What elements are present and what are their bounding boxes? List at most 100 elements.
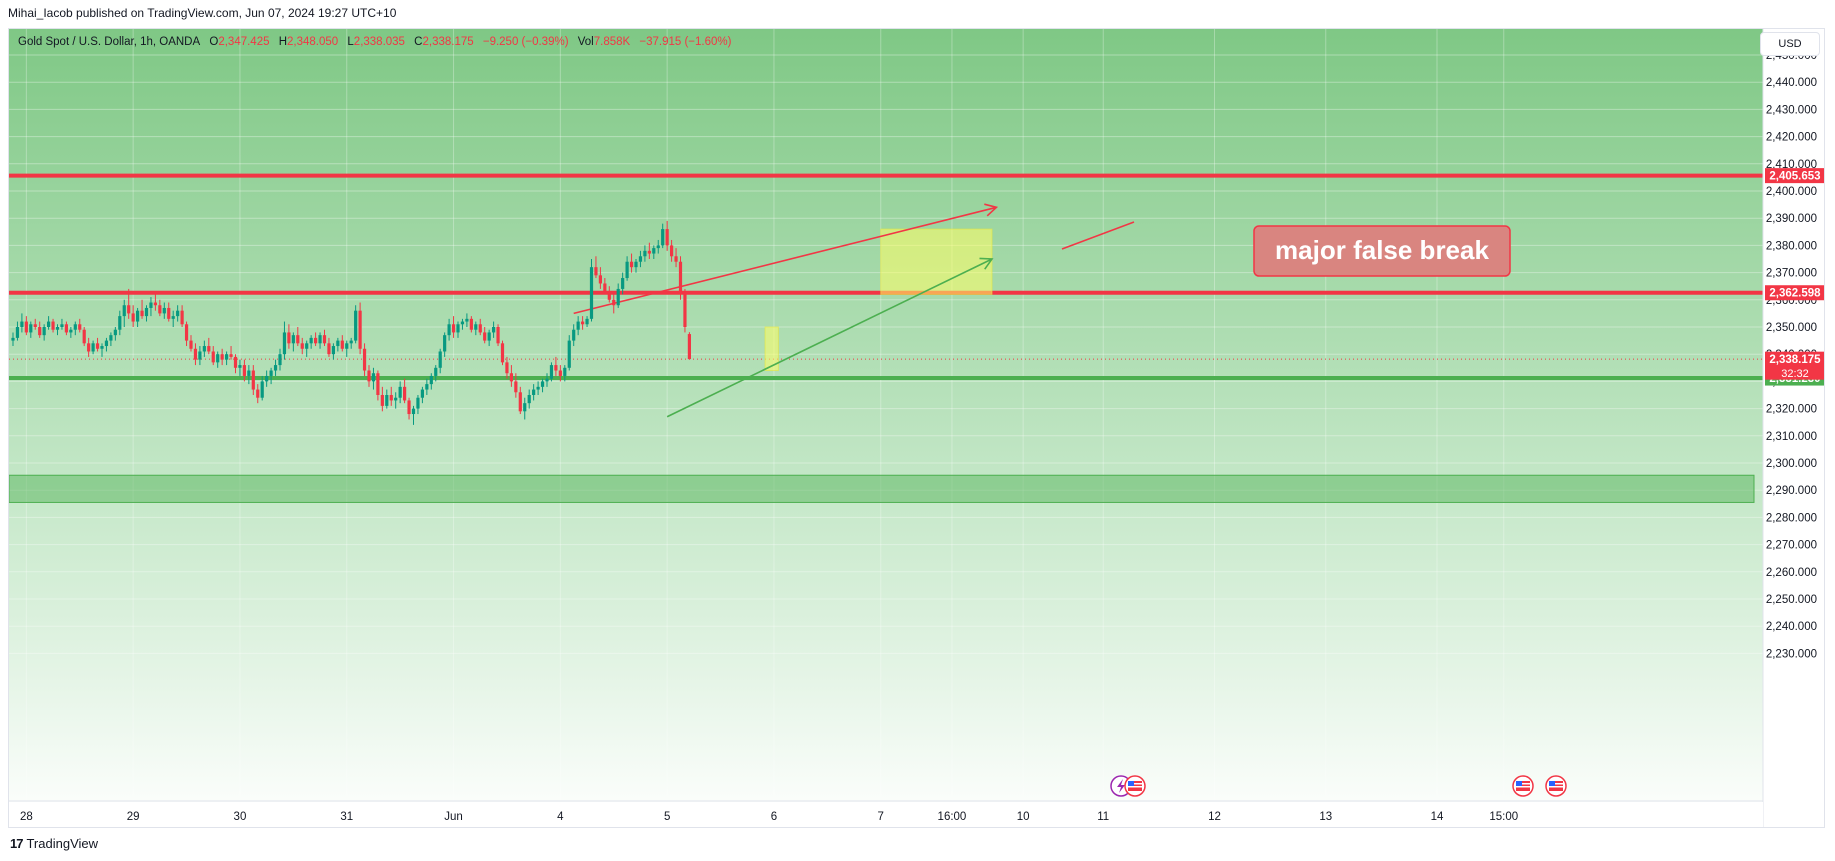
candle-body xyxy=(225,354,229,360)
candle-body xyxy=(95,343,100,349)
candle-body xyxy=(282,332,287,355)
time-tick-label: Jun xyxy=(444,811,463,823)
time-tick-label: 11 xyxy=(1097,811,1109,823)
candle-body xyxy=(429,375,433,385)
candle-body xyxy=(176,310,180,317)
candle-body xyxy=(563,367,567,376)
candle-body xyxy=(572,329,576,341)
low-label: L xyxy=(347,36,354,48)
candle-body xyxy=(403,386,407,401)
last-price-tag: 2,338.175 xyxy=(1769,354,1821,366)
candle-body xyxy=(371,373,376,382)
price-tick-label: 2,250.000 xyxy=(1766,594,1817,606)
volume-value: 7.858K xyxy=(593,36,631,48)
price-tick-label: 2,430.000 xyxy=(1766,104,1817,116)
candle-body xyxy=(629,261,634,268)
candle-body xyxy=(273,365,278,371)
candle-body xyxy=(233,356,238,368)
close-label: C xyxy=(414,36,423,48)
candle-body xyxy=(336,340,340,347)
candle-body xyxy=(670,245,674,257)
time-tick-label: 5 xyxy=(664,811,670,823)
candle-body xyxy=(38,327,42,336)
candle-body xyxy=(216,354,220,363)
breakout-box xyxy=(880,228,993,295)
candle-body xyxy=(180,310,184,325)
time-tick-label: 29 xyxy=(127,811,140,823)
currency-button[interactable]: USD xyxy=(1760,32,1820,56)
callout-box xyxy=(1253,225,1511,277)
price-tick-label: 2,350.000 xyxy=(1766,322,1817,334)
candle-body xyxy=(518,392,522,412)
time-tick-label: 13 xyxy=(1319,811,1332,823)
candle-body xyxy=(576,321,580,330)
candle-body xyxy=(162,307,166,314)
time-tick-label: 7 xyxy=(878,811,884,823)
candle-body xyxy=(171,316,175,319)
us-flag-event-icon[interactable] xyxy=(1545,775,1567,797)
candle-body xyxy=(238,365,242,368)
candle-body xyxy=(407,400,411,415)
candle-body xyxy=(327,343,331,355)
us-flag-event-icon[interactable] xyxy=(1512,775,1534,797)
candle-body xyxy=(589,267,594,319)
symbol-legend: Gold Spot / U.S. Dollar, 1h, OANDA O2,34… xyxy=(18,36,731,48)
candle-body xyxy=(362,348,367,371)
price-tick-label: 2,270.000 xyxy=(1766,540,1817,552)
tradingview-logo-icon: 17 xyxy=(10,836,24,851)
candle-body xyxy=(78,324,82,330)
us-flag-event-icon[interactable] xyxy=(1124,775,1146,797)
candle-body xyxy=(256,389,260,398)
candle-body xyxy=(109,335,113,341)
resistance-price-tag: 2,405.653 xyxy=(1769,171,1820,183)
candle-body xyxy=(300,343,304,349)
change-value: −9.250 (−0.39%) xyxy=(482,36,569,48)
candle-body xyxy=(527,395,531,404)
candle-body xyxy=(447,324,451,336)
price-axis[interactable] xyxy=(1764,29,1825,828)
candle-body xyxy=(358,310,362,349)
candle-body xyxy=(287,332,291,344)
economic-events[interactable] xyxy=(1110,775,1567,797)
candle-body xyxy=(305,343,309,349)
time-tick-label: 4 xyxy=(557,811,564,823)
candle-body xyxy=(532,389,536,395)
candle-body xyxy=(585,318,589,325)
candle-body xyxy=(540,381,545,387)
candle-body xyxy=(558,370,562,376)
candle-body xyxy=(20,321,24,327)
candle-body xyxy=(69,329,73,333)
candle-body xyxy=(349,340,353,344)
volume-label: Vol xyxy=(577,36,594,48)
volume-change: −37.915 (−1.60%) xyxy=(639,36,732,48)
time-tick-label: 28 xyxy=(20,811,33,823)
candle-body xyxy=(331,346,335,355)
annotation: major false break xyxy=(1061,221,1511,277)
candlestick-chart[interactable]: major false break xyxy=(9,29,1825,828)
candle-body xyxy=(340,340,344,349)
candle-body xyxy=(638,256,643,262)
candle-body xyxy=(198,351,202,360)
time-axis[interactable] xyxy=(9,802,1763,828)
price-tick-label: 2,370.000 xyxy=(1766,268,1817,280)
candle-body xyxy=(314,337,318,344)
candle-body xyxy=(687,334,691,360)
candle-body xyxy=(376,373,380,395)
candle-body xyxy=(73,324,77,330)
chart-area[interactable]: major false break xyxy=(8,28,1825,828)
candle-body xyxy=(127,305,131,314)
candle-body xyxy=(265,375,269,382)
symbol-name[interactable]: Gold Spot / U.S. Dollar, 1h, OANDA xyxy=(18,36,201,48)
candle-body xyxy=(47,321,51,327)
candle-body xyxy=(581,321,585,325)
candle-body xyxy=(184,324,189,341)
candle-body xyxy=(523,403,527,412)
candle-body xyxy=(122,305,126,317)
candle-body xyxy=(469,318,473,330)
candle-body xyxy=(367,370,371,382)
candle-body xyxy=(242,365,246,376)
candle-body xyxy=(322,335,327,344)
candle-body xyxy=(598,275,602,284)
candle-body xyxy=(474,324,478,330)
candle-body xyxy=(594,267,598,276)
